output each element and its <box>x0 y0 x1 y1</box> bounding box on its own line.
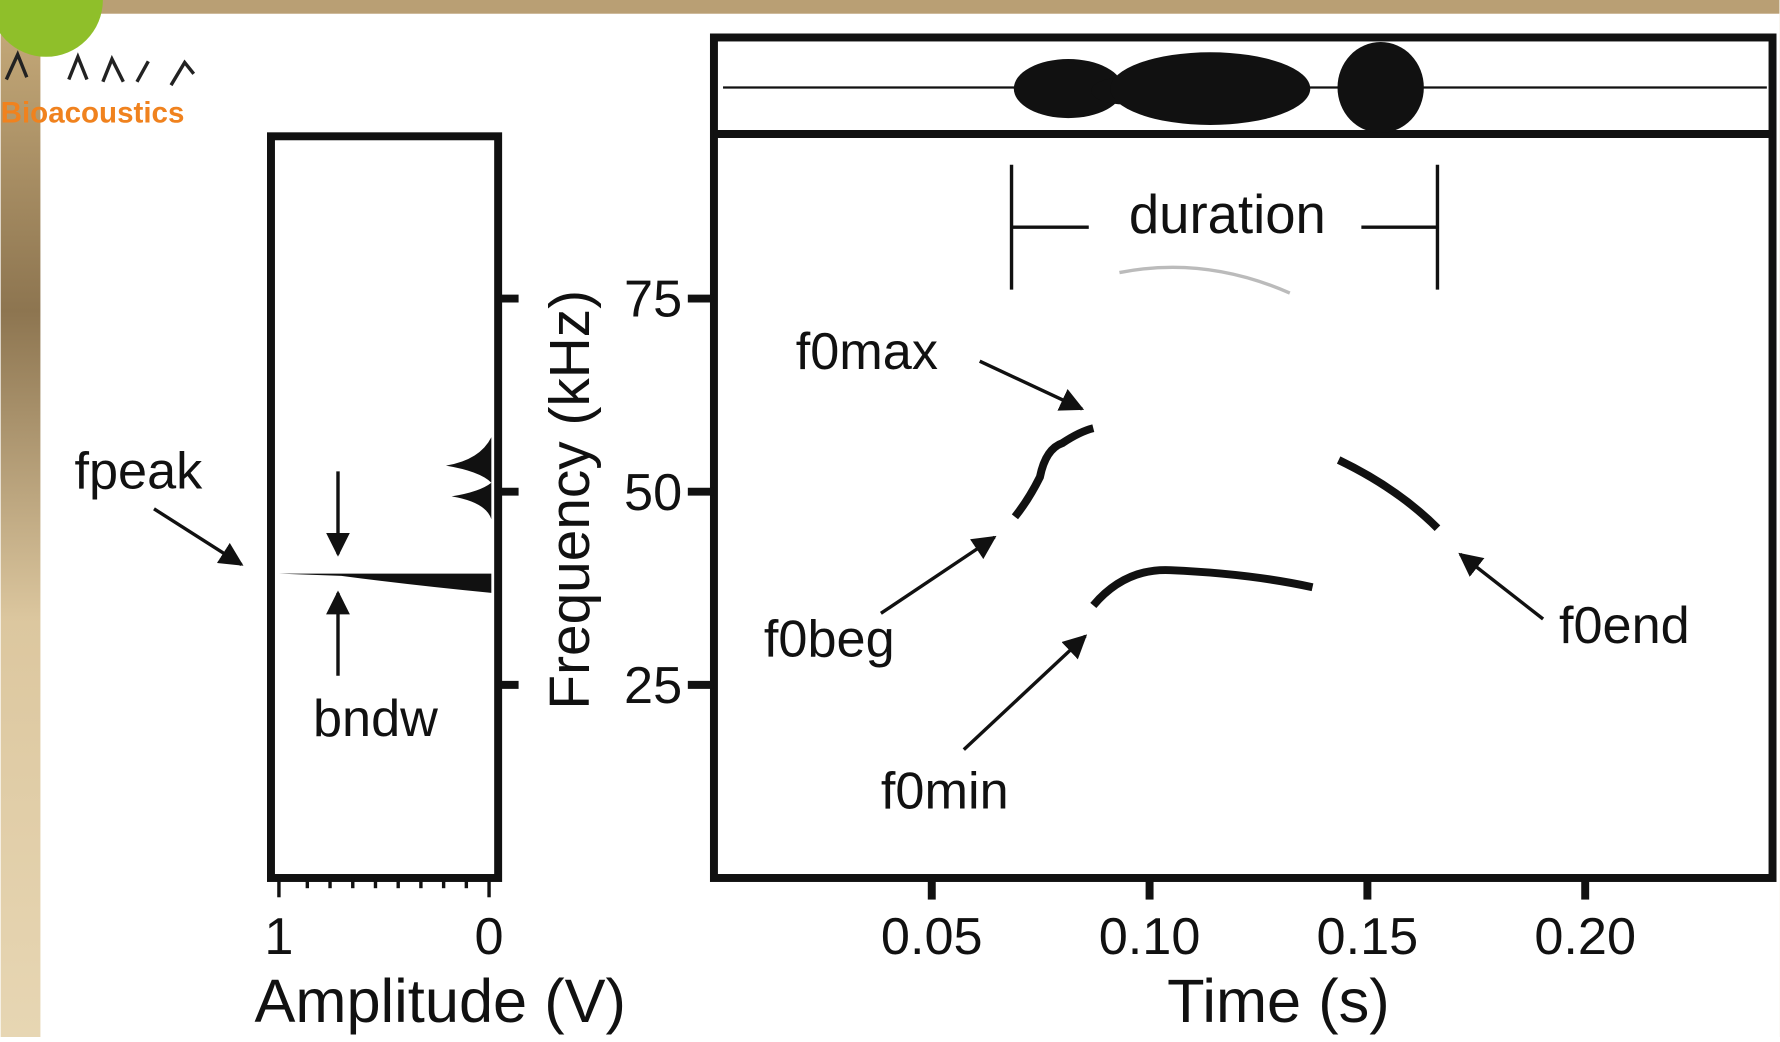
spectrum-minor-ticks <box>305 877 469 889</box>
x-tick-label: 0.10 <box>1099 908 1201 966</box>
y-axis-label: Frequency (kHz) <box>539 290 602 710</box>
f0-trace-fall <box>1336 456 1441 531</box>
y-tick-label: 75 <box>624 271 682 329</box>
spectrum-frame <box>267 132 503 882</box>
annotation: f0max <box>796 323 938 381</box>
spectrum-peaks <box>445 437 492 520</box>
x-tick-label: 1 <box>264 908 293 966</box>
x-tick-label: 0.15 <box>1317 908 1419 966</box>
arrow <box>979 359 1085 411</box>
logo-text: Bioacoustics <box>1 97 185 130</box>
annotation: fpeak <box>74 442 203 500</box>
duration-bracket <box>1009 164 1440 290</box>
x-tick-label: 0.20 <box>1534 908 1636 966</box>
annotation: duration <box>1129 184 1326 245</box>
annotation: bndw <box>313 690 438 748</box>
annotation: f0end <box>1559 597 1690 655</box>
arrow <box>962 634 1088 751</box>
harmonic-trace <box>1119 265 1291 295</box>
f0-trace-rise <box>1011 424 1095 520</box>
top-strip <box>0 0 1780 14</box>
y-tick-label: 50 <box>624 464 682 522</box>
oscillogram-waveform <box>1013 42 1424 133</box>
logo-glyphs <box>4 50 196 87</box>
arrow <box>1458 552 1545 621</box>
arrow <box>879 535 997 615</box>
spectrum-main-peak <box>278 573 492 593</box>
x-axis-label: Amplitude (V) <box>254 966 626 1035</box>
spectrogram-frame <box>709 33 1777 882</box>
logo-icon <box>0 0 103 57</box>
annotation: f0beg <box>764 611 895 669</box>
f0-trace-min <box>1090 566 1314 609</box>
x-tick-label: 0.05 <box>881 908 983 966</box>
x-tick-label: 0 <box>475 908 504 966</box>
arrow <box>153 507 244 566</box>
annotation: f0min <box>881 763 1009 821</box>
y-tick-label: 25 <box>624 657 682 715</box>
x-axis-label: Time (s) <box>1167 966 1390 1035</box>
